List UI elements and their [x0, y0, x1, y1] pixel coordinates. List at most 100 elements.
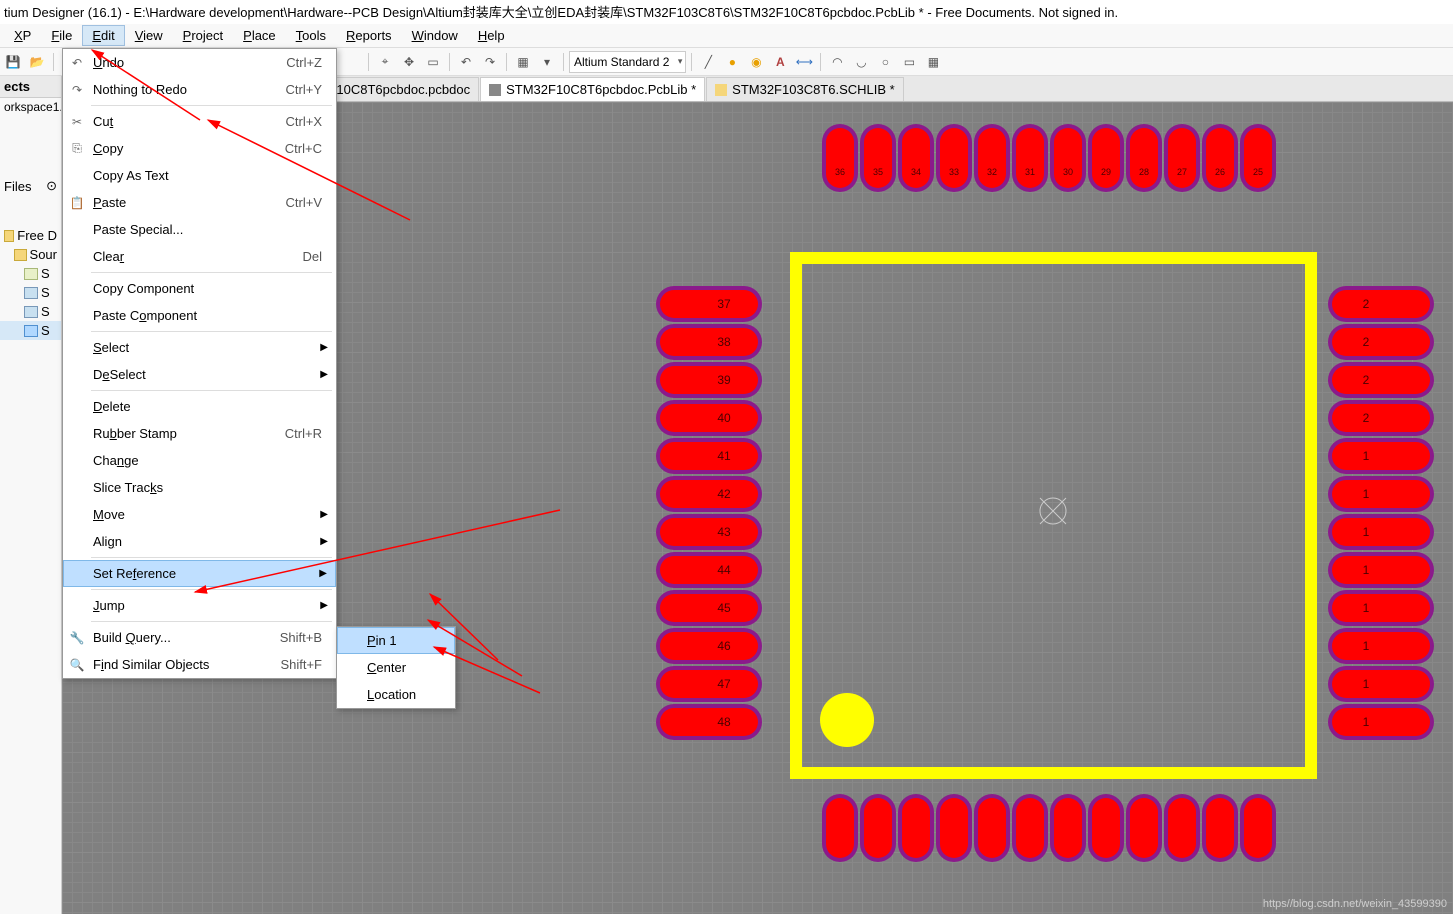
submenu-item[interactable]: Center [337, 654, 455, 681]
menu-item[interactable]: Slice Tracks [63, 474, 336, 501]
rect-icon[interactable]: ▭ [898, 51, 920, 73]
menu-item[interactable]: ✂CutCtrl+X [63, 108, 336, 135]
menu-item[interactable]: ⎘CopyCtrl+C [63, 135, 336, 162]
pad[interactable] [1016, 798, 1044, 858]
pad[interactable]: 26 [1206, 128, 1234, 188]
pad[interactable]: 2 [1332, 290, 1430, 318]
pad[interactable]: 45 [660, 594, 758, 622]
menu-view[interactable]: View [125, 25, 173, 46]
menu-edit[interactable]: Edit [82, 25, 124, 46]
pad[interactable]: 47 [660, 670, 758, 698]
pad[interactable]: 25 [1244, 128, 1272, 188]
move-icon[interactable]: ✥ [398, 51, 420, 73]
menu-item[interactable]: Copy As Text [63, 162, 336, 189]
dim-icon[interactable]: ⟷ [793, 51, 815, 73]
pad[interactable]: 27 [1168, 128, 1196, 188]
layer-select[interactable]: Altium Standard 2 [569, 51, 686, 73]
pad[interactable]: 41 [660, 442, 758, 470]
pad[interactable]: 42 [660, 480, 758, 508]
pad[interactable]: 28 [1130, 128, 1158, 188]
pad[interactable]: 40 [660, 404, 758, 432]
pad[interactable]: 30 [1054, 128, 1082, 188]
line-icon[interactable]: ╱ [697, 51, 719, 73]
menu-window[interactable]: Window [402, 25, 468, 46]
menu-file[interactable]: File [41, 25, 82, 46]
pad[interactable] [826, 798, 854, 858]
cursor-icon[interactable]: ⌖ [374, 51, 396, 73]
pad[interactable]: 34 [902, 128, 930, 188]
open-icon[interactable]: 📂 [26, 51, 48, 73]
pad-icon[interactable]: ● [721, 51, 743, 73]
pad[interactable]: 35 [864, 128, 892, 188]
menu-help[interactable]: Help [468, 25, 515, 46]
menu-item[interactable]: Copy Component [63, 275, 336, 302]
pad[interactable] [902, 798, 930, 858]
menu-item[interactable]: 📋PasteCtrl+V [63, 189, 336, 216]
pad[interactable]: 1 [1332, 518, 1430, 546]
undo-icon[interactable]: ↶ [455, 51, 477, 73]
arc1-icon[interactable]: ◠ [826, 51, 848, 73]
menu-place[interactable]: Place [233, 25, 286, 46]
pad[interactable]: 1 [1332, 594, 1430, 622]
pad[interactable]: 39 [660, 366, 758, 394]
menu-item[interactable]: Delete [63, 393, 336, 420]
menu-item[interactable]: Paste Component [63, 302, 336, 329]
redo-icon[interactable]: ↷ [479, 51, 501, 73]
pad[interactable]: 48 [660, 708, 758, 736]
menu-xp[interactable]: XP [4, 25, 41, 46]
circle-icon[interactable]: ○ [874, 51, 896, 73]
grid-icon[interactable]: ▦ [512, 51, 534, 73]
pad[interactable] [1130, 798, 1158, 858]
tree-item[interactable]: Sour [0, 245, 61, 264]
pad[interactable] [940, 798, 968, 858]
via-icon[interactable]: ◉ [745, 51, 767, 73]
submenu-item[interactable]: Location [337, 681, 455, 708]
menu-project[interactable]: Project [173, 25, 233, 46]
pad[interactable]: 33 [940, 128, 968, 188]
submenu-item[interactable]: Pin 1 [337, 627, 455, 654]
menu-item[interactable]: Align▶ [63, 528, 336, 555]
menu-reports[interactable]: Reports [336, 25, 402, 46]
menu-item[interactable]: ↷Nothing to RedoCtrl+Y [63, 76, 336, 103]
array-icon[interactable]: ▦ [922, 51, 944, 73]
pad[interactable] [1092, 798, 1120, 858]
menu-item[interactable]: ClearDel [63, 243, 336, 270]
document-tab[interactable]: STM32F10C8T6pcbdoc.PcbLib * [480, 77, 705, 101]
pad[interactable] [1054, 798, 1082, 858]
arc2-icon[interactable]: ◡ [850, 51, 872, 73]
menu-item[interactable]: Jump▶ [63, 592, 336, 619]
pad[interactable]: 1 [1332, 442, 1430, 470]
pad[interactable]: 2 [1332, 404, 1430, 432]
pad[interactable]: 36 [826, 128, 854, 188]
tree-item[interactable]: S [0, 321, 61, 340]
pad[interactable]: 2 [1332, 366, 1430, 394]
pad[interactable]: 37 [660, 290, 758, 318]
dropdown-icon[interactable]: ▾ [536, 51, 558, 73]
pad[interactable] [864, 798, 892, 858]
pad[interactable]: 46 [660, 632, 758, 660]
search-icon[interactable]: ⊙ [46, 178, 57, 194]
menu-item[interactable]: DeSelect▶ [63, 361, 336, 388]
menu-item[interactable]: Set Reference▶ [63, 560, 336, 587]
menu-item[interactable]: Rubber StampCtrl+R [63, 420, 336, 447]
menu-item[interactable]: Select▶ [63, 334, 336, 361]
pad[interactable] [1168, 798, 1196, 858]
pad[interactable]: 32 [978, 128, 1006, 188]
tree-item[interactable]: S [0, 264, 61, 283]
menu-item[interactable]: Change [63, 447, 336, 474]
save-icon[interactable]: 💾 [2, 51, 24, 73]
files-row[interactable]: Files ⊙ [0, 176, 61, 196]
pad[interactable]: 29 [1092, 128, 1120, 188]
menu-item[interactable]: Move▶ [63, 501, 336, 528]
workspace-row[interactable]: orkspace1.D [0, 98, 61, 116]
menu-item[interactable]: Paste Special... [63, 216, 336, 243]
pad[interactable]: 31 [1016, 128, 1044, 188]
tree-item[interactable]: Free D [0, 226, 61, 245]
pad[interactable]: 44 [660, 556, 758, 584]
pad[interactable]: 1 [1332, 670, 1430, 698]
document-tab[interactable]: STM32F103C8T6.SCHLIB * [706, 77, 904, 101]
pad[interactable] [978, 798, 1006, 858]
tree-item[interactable]: S [0, 283, 61, 302]
pad[interactable] [1206, 798, 1234, 858]
menu-item[interactable]: ↶UndoCtrl+Z [63, 49, 336, 76]
